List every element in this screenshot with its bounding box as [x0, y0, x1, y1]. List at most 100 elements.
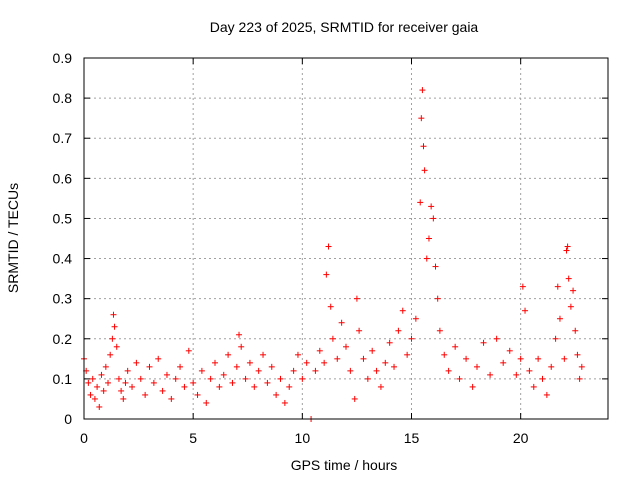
data-point [338, 319, 345, 326]
data-point [500, 359, 507, 366]
data-point [255, 367, 262, 374]
data-point [445, 367, 452, 374]
data-point [421, 167, 428, 174]
data-point [576, 375, 583, 382]
data-point [299, 375, 306, 382]
x-tick-label: 10 [295, 430, 311, 446]
y-tick-label: 0.8 [53, 90, 73, 106]
data-point [327, 303, 334, 310]
data-point [286, 383, 293, 390]
data-point [87, 391, 94, 398]
data-point [159, 387, 166, 394]
y-tick-label: 0.3 [53, 291, 73, 307]
data-point [563, 247, 570, 254]
data-point [89, 375, 96, 382]
data-point [110, 311, 117, 318]
data-point [155, 355, 162, 362]
y-tick-labels: 0 0.1 0.2 0.3 0.4 0.5 0.6 0.7 0.8 0.9 [53, 50, 73, 427]
data-point [207, 375, 214, 382]
data-point [399, 307, 406, 314]
data-point [142, 391, 149, 398]
grid-lines [84, 58, 608, 419]
data-point [395, 327, 402, 334]
data-point [268, 363, 275, 370]
data-point [412, 315, 419, 322]
data-point [94, 383, 101, 390]
data-point [456, 375, 463, 382]
data-point [343, 343, 349, 350]
data-point [198, 367, 205, 374]
data-point [425, 235, 432, 242]
data-point [96, 403, 103, 410]
data-point [373, 367, 380, 374]
data-point [574, 351, 581, 358]
data-point [408, 335, 415, 342]
data-point [539, 375, 546, 382]
data-point [102, 363, 109, 370]
data-point [329, 335, 336, 342]
data-point [382, 359, 389, 366]
data-point [513, 371, 520, 378]
data-point [129, 383, 136, 390]
data-point [506, 347, 513, 354]
y-tick-label: 0 [64, 411, 72, 427]
data-point [229, 379, 236, 386]
data-point [233, 363, 240, 370]
data-point [323, 271, 330, 278]
data-point [312, 367, 319, 374]
data-point [118, 387, 125, 394]
data-point [137, 375, 144, 382]
data-point [146, 363, 153, 370]
data-point [377, 383, 384, 390]
data-point [124, 367, 131, 374]
data-point [194, 391, 201, 398]
data-point [554, 283, 561, 290]
data-point [225, 351, 232, 358]
y-tick-label: 0.6 [53, 170, 73, 186]
data-point [264, 379, 271, 386]
data-point [177, 363, 184, 370]
data-point [430, 215, 437, 222]
data-point [480, 339, 487, 346]
data-point [493, 335, 500, 342]
plot-frame [83, 57, 609, 420]
data-point [316, 347, 323, 354]
data-point [561, 355, 568, 362]
x-tick-label: 15 [404, 430, 420, 446]
data-point [420, 143, 427, 150]
data-point [565, 275, 572, 282]
data-point [216, 383, 223, 390]
data-point [526, 367, 533, 374]
data-point [334, 355, 341, 362]
data-point [452, 343, 459, 350]
data-point [530, 383, 537, 390]
data-point [115, 375, 122, 382]
data-point [120, 395, 127, 402]
axis-ticks [83, 57, 608, 420]
data-point [469, 383, 476, 390]
y-tick-label: 0.4 [53, 251, 73, 267]
data-point [168, 395, 175, 402]
data-point [190, 379, 197, 386]
data-point [556, 315, 563, 322]
data-point [418, 115, 425, 122]
data-point [353, 295, 360, 302]
data-point [98, 371, 105, 378]
data-point [105, 379, 112, 386]
data-point [220, 371, 227, 378]
data-point [321, 359, 328, 366]
data-point [552, 335, 559, 342]
data-point [548, 363, 555, 370]
data-point [432, 263, 439, 270]
data-point [111, 323, 118, 330]
data-point [463, 355, 470, 362]
data-point [91, 395, 98, 402]
data-point [133, 359, 140, 366]
data-point [386, 339, 393, 346]
x-tick-label: 0 [80, 430, 88, 446]
data-point [519, 283, 526, 290]
data-point [113, 343, 120, 350]
data-point [391, 363, 398, 370]
data-point [290, 367, 297, 374]
y-tick-label: 0.1 [53, 371, 73, 387]
